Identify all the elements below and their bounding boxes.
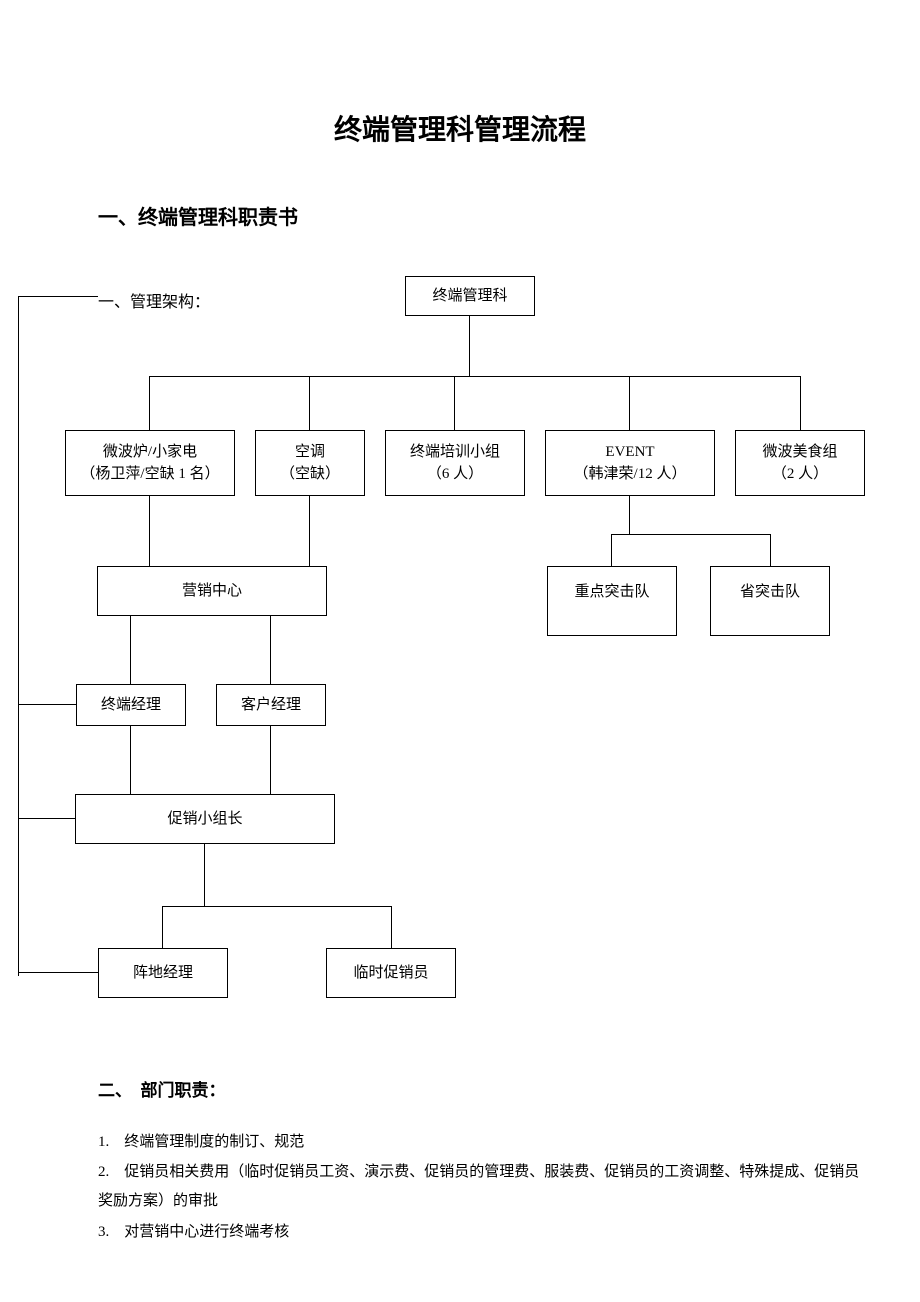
node-root-label: 终端管理科 <box>432 285 507 308</box>
node-event-l1: EVENT <box>605 441 654 464</box>
conn <box>611 534 771 535</box>
node-event-l2: （韩津荣/12 人） <box>574 463 687 486</box>
node-key-team-label: 重点突击队 <box>574 581 649 604</box>
node-microwave-l1: 微波炉/小家电 <box>103 441 197 464</box>
conn <box>270 726 271 794</box>
conn <box>130 616 131 684</box>
node-event: EVENT （韩津荣/12 人） <box>545 430 715 496</box>
duty-2: 2. 促销员相关费用（临时促销员工资、演示费、促销员的管理费、服装费、促销员的工… <box>98 1158 860 1215</box>
conn <box>149 376 150 430</box>
conn <box>18 296 19 976</box>
conn <box>204 844 205 906</box>
duty-1: 1. 终端管理制度的制订、规范 <box>98 1128 860 1157</box>
node-ac-l1: 空调 <box>295 441 325 464</box>
conn <box>454 376 455 430</box>
node-food-l1: 微波美食组 <box>762 441 837 464</box>
node-customer-mgr: 客户经理 <box>216 684 326 726</box>
node-training: 终端培训小组 （6 人） <box>385 430 525 496</box>
conn <box>130 726 131 794</box>
node-terminal-mgr: 终端经理 <box>76 684 186 726</box>
node-site-mgr-label: 阵地经理 <box>133 962 193 985</box>
conn <box>309 496 310 566</box>
node-ac-l2: （空缺） <box>280 463 340 486</box>
node-root: 终端管理科 <box>405 276 535 316</box>
node-food-l2: （2 人） <box>772 463 828 486</box>
node-training-l2: （6 人） <box>427 463 483 486</box>
structure-subtitle: 一、管理架构： <box>98 288 210 312</box>
node-marketing: 营销中心 <box>97 566 327 616</box>
node-food: 微波美食组 （2 人） <box>735 430 865 496</box>
conn <box>18 972 98 973</box>
conn <box>162 906 392 907</box>
conn <box>18 818 75 819</box>
conn <box>149 376 801 377</box>
conn <box>391 906 392 948</box>
node-temp-promo: 临时促销员 <box>326 948 456 998</box>
node-site-mgr: 阵地经理 <box>98 948 228 998</box>
node-promo-lead-label: 促销小组长 <box>167 808 242 831</box>
node-promo-lead: 促销小组长 <box>75 794 335 844</box>
conn <box>18 296 98 297</box>
duty-3: 3. 对营销中心进行终端考核 <box>98 1218 860 1247</box>
node-customer-mgr-label: 客户经理 <box>241 694 301 717</box>
conn <box>162 906 163 948</box>
section-2-heading: 二、 部门职责： <box>98 1076 226 1101</box>
conn <box>18 704 76 705</box>
conn <box>270 616 271 684</box>
conn <box>629 496 630 534</box>
node-microwave: 微波炉/小家电 （杨卫萍/空缺 1 名） <box>65 430 235 496</box>
node-terminal-mgr-label: 终端经理 <box>101 694 161 717</box>
node-training-l1: 终端培训小组 <box>410 441 500 464</box>
node-ac: 空调 （空缺） <box>255 430 365 496</box>
conn <box>469 316 470 376</box>
node-marketing-label: 营销中心 <box>182 580 242 603</box>
conn <box>611 534 612 566</box>
conn <box>309 376 310 430</box>
node-temp-promo-label: 临时促销员 <box>353 962 428 985</box>
conn <box>770 534 771 566</box>
conn <box>800 376 801 430</box>
conn <box>629 376 630 430</box>
conn <box>149 496 150 566</box>
section-1-heading: 一、终端管理科职责书 <box>98 201 298 230</box>
node-key-team: 重点突击队 <box>547 566 677 636</box>
node-prov-team: 省突击队 <box>710 566 830 636</box>
node-prov-team-label: 省突击队 <box>740 581 800 604</box>
page-title: 终端管理科管理流程 <box>0 108 920 148</box>
node-microwave-l2: （杨卫萍/空缺 1 名） <box>80 463 219 486</box>
